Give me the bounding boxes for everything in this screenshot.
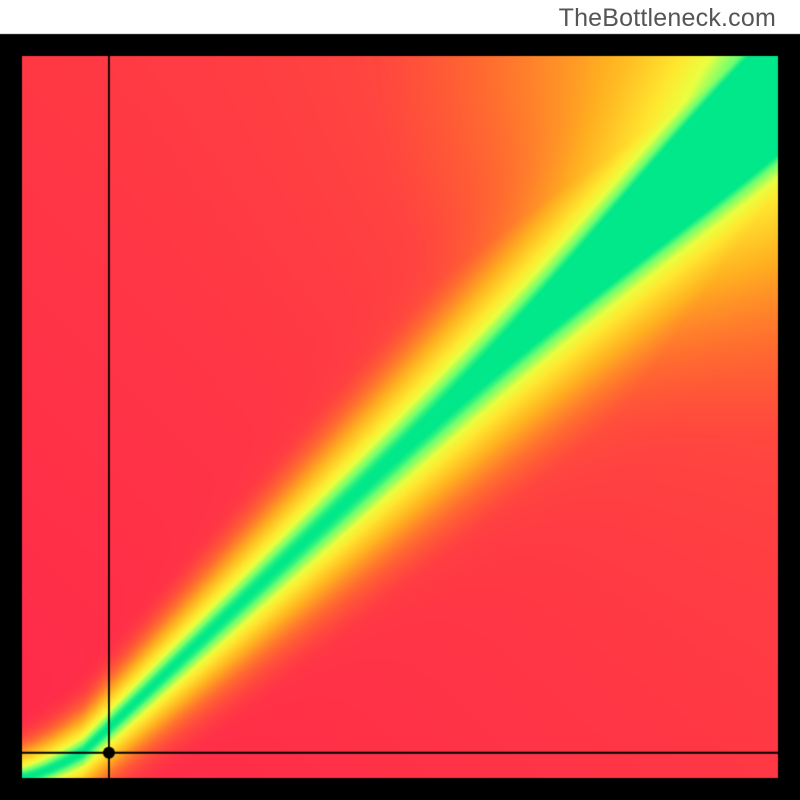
heatmap-canvas <box>0 0 800 800</box>
watermark-label: TheBottleneck.com <box>559 4 776 33</box>
chart-container: TheBottleneck.com <box>0 0 800 800</box>
